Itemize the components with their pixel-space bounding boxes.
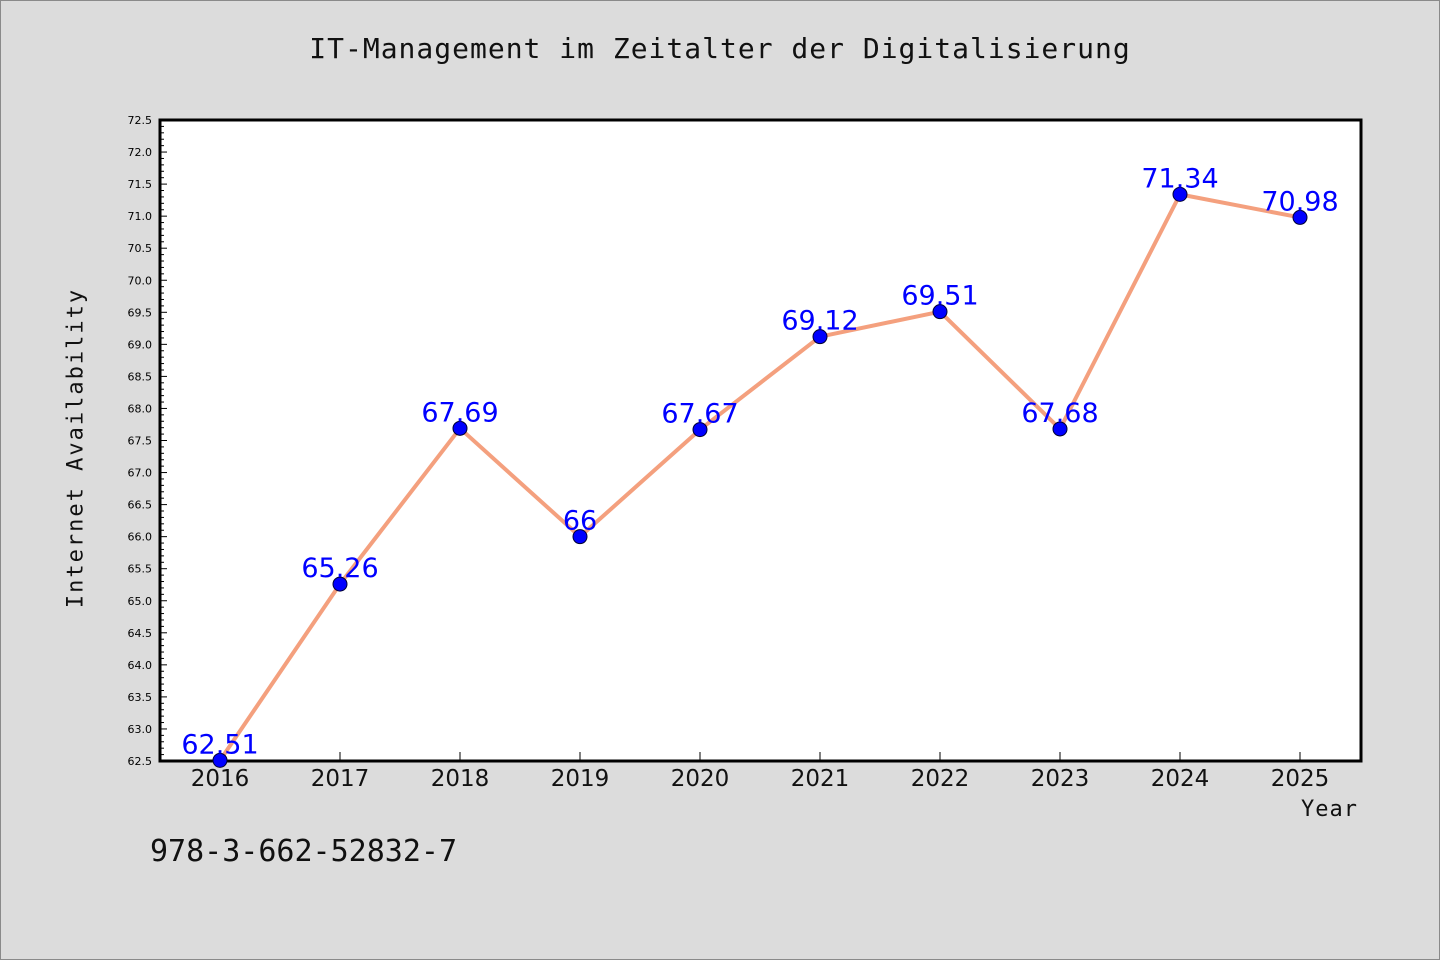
y-tick-label: 64.0: [128, 659, 153, 672]
x-tick-label: 2016: [191, 766, 250, 792]
x-tick-label: 2019: [551, 766, 610, 792]
x-axis-ticks: 2016 2017 2018 2019 2020 2021 2022 2023 2024 2025: [191, 752, 1330, 792]
x-tick-label: 2025: [1271, 766, 1330, 792]
y-tick-label: 62.5: [128, 755, 153, 768]
y-tick-label: 68.0: [128, 402, 153, 415]
chart-title: IT-Management im Zeitalter der Digitalis…: [309, 32, 1131, 65]
data-point: [1052, 421, 1068, 437]
y-axis-label: Internet Availability: [63, 287, 89, 609]
data-point: [452, 420, 468, 436]
data-label: 69.12: [781, 306, 858, 337]
x-tick-label: 2022: [911, 766, 970, 792]
data-point: [1292, 209, 1308, 225]
x-tick-label: 2024: [1151, 766, 1210, 792]
data-point: [692, 422, 708, 438]
data-point: [1172, 186, 1188, 202]
data-label: 62.51: [181, 729, 258, 760]
data-label: 69.51: [901, 281, 978, 312]
y-tick-label: 66.5: [128, 499, 153, 512]
data-point: [812, 329, 828, 345]
x-tick-label: 2021: [791, 766, 850, 792]
isbn-footer: 978-3-662-52832-7: [150, 834, 458, 869]
data-point: [212, 752, 228, 768]
y-tick-label: 65.5: [128, 563, 153, 576]
y-tick-label: 71.5: [128, 178, 153, 191]
data-markers: [212, 186, 1308, 768]
data-point: [332, 576, 348, 592]
y-tick-label: 72.0: [128, 146, 153, 159]
y-tick-label: 67.0: [128, 467, 153, 480]
data-label: 70.98: [1261, 186, 1338, 217]
x-tick-label: 2023: [1031, 766, 1090, 792]
y-tick-label: 68.5: [128, 370, 153, 383]
data-label: 67.67: [661, 399, 738, 430]
y-tick-label: 72.5: [128, 114, 153, 127]
y-tick-label: 64.5: [128, 627, 153, 640]
y-tick-label: 66.0: [128, 531, 153, 544]
data-labels: 62.51 65.26 67.69 66 67.67 69.12 69.51 67.68 71.…: [181, 163, 1338, 760]
y-tick-label: 71.0: [128, 210, 153, 223]
y-tick-label: 63.5: [128, 691, 153, 704]
data-label: 66: [563, 506, 597, 537]
series-line: [218, 192, 1301, 762]
data-label: 67.68: [1021, 398, 1098, 429]
y-tick-label: 70.5: [128, 242, 153, 255]
x-tick-label: 2017: [311, 766, 370, 792]
data-label: 71.34: [1141, 163, 1218, 194]
x-tick-label: 2018: [431, 766, 490, 792]
data-point: [572, 529, 588, 545]
data-label: 65.26: [301, 553, 378, 584]
y-tick-label: 67.5: [128, 435, 153, 448]
y-tick-label: 63.0: [128, 723, 153, 736]
plot-area: [158, 118, 1363, 763]
data-point: [932, 304, 948, 320]
x-axis-label: Year: [1301, 797, 1358, 822]
y-tick-label: 69.0: [128, 338, 153, 351]
data-label: 67.69: [421, 397, 498, 428]
y-tick-label: 70.0: [128, 274, 153, 287]
y-tick-label: 69.5: [128, 306, 153, 319]
y-tick-label: 65.0: [128, 595, 153, 608]
y-axis-ticks: 62.5 63.0 63.5 64.0 64.5 65.0 65.5 66.0 66.5 67.0…: [128, 114, 167, 768]
x-tick-label: 2020: [671, 766, 730, 792]
